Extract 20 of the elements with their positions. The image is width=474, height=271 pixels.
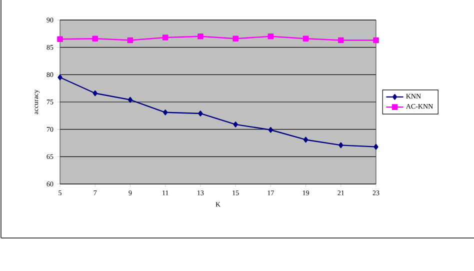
point (338, 142, 344, 148)
point (198, 34, 204, 40)
point (162, 34, 168, 40)
point (268, 126, 273, 133)
point (127, 37, 134, 44)
point (232, 36, 238, 42)
point (268, 34, 274, 40)
point (163, 109, 168, 116)
point (303, 136, 308, 143)
point (58, 74, 62, 80)
point (128, 96, 133, 103)
point (374, 144, 378, 150)
point (373, 37, 379, 44)
point (92, 90, 98, 96)
point (302, 36, 309, 42)
point (233, 122, 238, 128)
point (198, 110, 203, 116)
point (92, 36, 98, 42)
point (338, 37, 344, 44)
point (57, 36, 63, 42)
